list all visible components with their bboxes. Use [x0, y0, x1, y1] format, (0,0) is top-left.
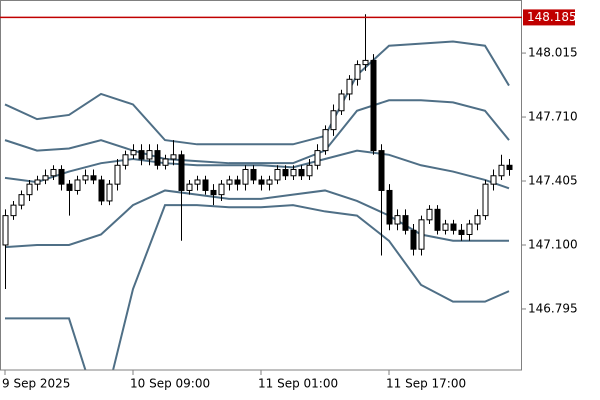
candle-body [162, 158, 169, 166]
candle-body [114, 164, 121, 185]
candle-body [66, 183, 73, 191]
candle-body [146, 150, 153, 160]
band-line [4, 149, 510, 190]
candle-body [2, 215, 9, 246]
candle-body [314, 150, 321, 166]
y-tick-label: 147.405 [528, 174, 578, 188]
candle-body [298, 168, 305, 177]
candle-body [474, 215, 481, 225]
candle-body [50, 168, 57, 177]
candle-body [34, 179, 41, 185]
candle-body [386, 189, 393, 225]
candle-body [130, 150, 137, 156]
x-tick-label: 11 Sep 01:00 [258, 377, 338, 391]
candle-body [322, 129, 329, 152]
candle-body [210, 189, 217, 196]
candle-body [410, 229, 417, 250]
candle-body [10, 204, 17, 217]
candle-body [242, 168, 249, 185]
price-label-box [523, 9, 575, 26]
candle-body [498, 164, 505, 177]
band-line [4, 99, 510, 165]
candle-body [402, 215, 409, 231]
candle-body [90, 175, 97, 181]
candle-body [98, 179, 105, 202]
candle-body [346, 78, 353, 95]
candle-body [42, 175, 49, 181]
candle-body [202, 179, 209, 191]
candle-body [370, 59, 377, 152]
candle-body [58, 168, 65, 185]
candle-body [378, 150, 385, 191]
candle-body [218, 183, 225, 196]
candle-body [186, 183, 193, 191]
y-tick-label: 146.795 [528, 301, 578, 315]
candle-body [266, 179, 273, 185]
candle-body [490, 175, 497, 185]
candle-body [194, 179, 201, 185]
candle-body [394, 215, 401, 225]
candle-body [362, 59, 369, 66]
candle-body [458, 229, 465, 236]
candle-body [274, 168, 281, 181]
candle-body [106, 183, 113, 202]
candle-body [18, 194, 25, 206]
y-tick-label: 147.100 [528, 237, 578, 251]
candle-body [330, 110, 337, 131]
candle-body [282, 168, 289, 177]
plot-area [2, 14, 513, 370]
candle-body [234, 179, 241, 185]
candle-body [226, 179, 233, 185]
candle-body [258, 179, 265, 185]
y-tick-label: 147.710 [528, 110, 578, 124]
candle-body [506, 164, 513, 170]
candle-body [178, 154, 185, 191]
band-line [5, 204, 510, 370]
candle-body [290, 168, 297, 177]
candle-body [122, 154, 129, 166]
candle-body [26, 183, 33, 196]
candle-body [482, 183, 489, 217]
x-tick-label: 11 Sep 17:00 [386, 377, 466, 391]
price-label: 148.185 [527, 10, 577, 24]
candle-body [170, 154, 177, 160]
candle-body [338, 93, 345, 112]
band-line [4, 40, 510, 146]
candle-body [250, 168, 257, 181]
candle-body [306, 164, 313, 177]
x-tick-label: 9 Sep 2025 [2, 377, 70, 391]
candle-body [354, 64, 361, 80]
candle-body [442, 223, 449, 231]
candle-body [418, 219, 425, 250]
candle-body [74, 179, 81, 191]
candle-body [154, 150, 161, 166]
x-tick-label: 10 Sep 09:00 [130, 377, 210, 391]
candle-body [82, 175, 89, 181]
y-tick-label: 148.015 [528, 46, 578, 60]
band-line [4, 189, 509, 249]
candle-body [426, 208, 433, 221]
candle-body [450, 223, 457, 231]
candle-body [434, 208, 441, 231]
candle-body [138, 150, 145, 160]
candle-body [466, 223, 473, 236]
